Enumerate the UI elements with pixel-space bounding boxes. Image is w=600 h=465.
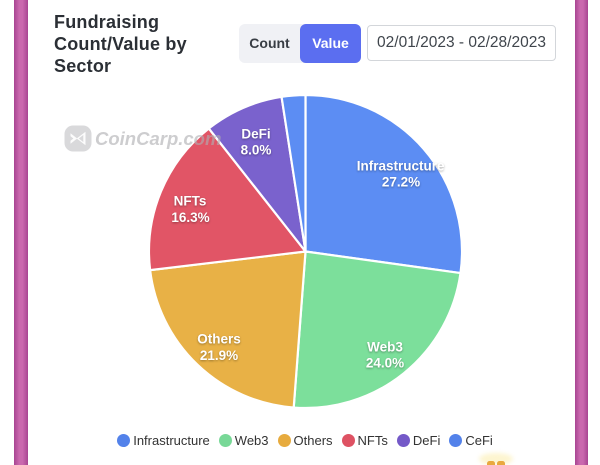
- svg-text:16.3%: 16.3%: [171, 210, 209, 225]
- svg-text:24.0%: 24.0%: [366, 356, 404, 371]
- svg-text:21.9%: 21.9%: [200, 348, 238, 363]
- svg-text:NFTs: NFTs: [174, 194, 207, 209]
- svg-text:Infrastructure: Infrastructure: [357, 159, 445, 174]
- svg-text:DeFi: DeFi: [241, 127, 270, 142]
- svg-text:8.0%: 8.0%: [241, 143, 272, 158]
- svg-text:27.2%: 27.2%: [382, 175, 420, 190]
- svg-text:Web3: Web3: [367, 340, 403, 355]
- svg-text:Others: Others: [197, 332, 241, 347]
